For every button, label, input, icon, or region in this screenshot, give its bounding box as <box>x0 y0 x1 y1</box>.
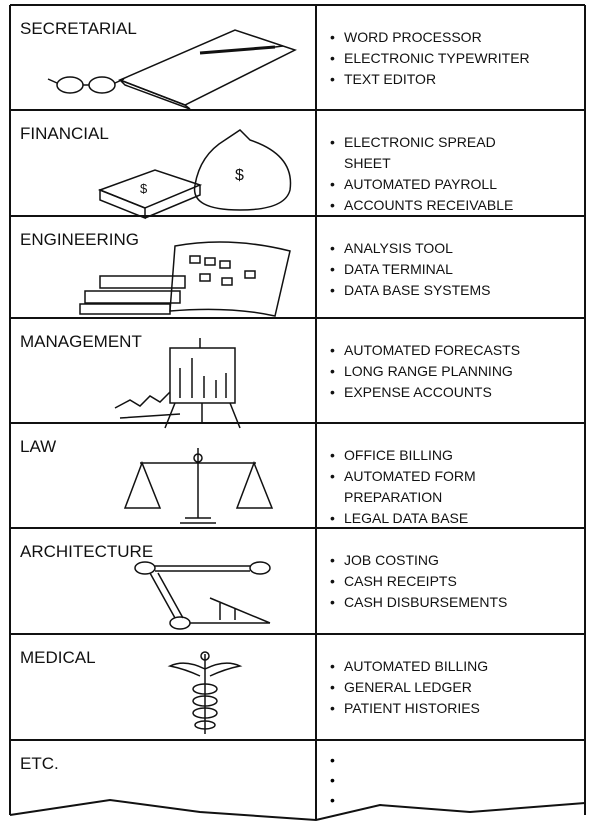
item-list: JOB COSTINGCASH RECEIPTSCASH DISBURSEMEN… <box>330 550 545 613</box>
list-item: EXPENSE ACCOUNTS <box>330 382 545 403</box>
list-item: ACCOUNTS RECEIVABLE <box>330 195 545 216</box>
list-item: DATA BASE SYSTEMS <box>330 280 545 301</box>
category-label: ENGINEERING <box>20 230 140 249</box>
illustration <box>47 29 297 110</box>
list-item: ELECTRONIC SPREAD SHEET <box>330 132 545 174</box>
table-frame <box>9 4 586 822</box>
illustration: $ $ <box>97 129 292 220</box>
list-item: CASH DISBURSEMENTS <box>330 592 545 613</box>
category-label: MEDICAL <box>20 648 96 667</box>
item-list: AUTOMATED FORECASTSLONG RANGE PLANNINGEX… <box>330 340 545 403</box>
svg-text:$: $ <box>235 167 244 184</box>
list-item: LEGAL DATA BASE <box>330 508 545 529</box>
category-label: FINANCIAL <box>20 124 109 143</box>
list-item: AUTOMATED FORM PREPARATION <box>330 466 545 508</box>
list-item: ANALYSIS TOOL <box>330 238 545 259</box>
category-label: ARCHITECTURE <box>20 542 154 561</box>
list-item: WORD PROCESSOR <box>330 27 545 48</box>
category-label: SECRETARIAL <box>20 19 137 38</box>
list-item: TEXT EDITOR <box>330 69 545 90</box>
illustration <box>134 561 271 630</box>
category-label: LAW <box>20 437 57 456</box>
list-item: LONG RANGE PLANNING <box>330 361 545 382</box>
category-label: MANAGEMENT <box>20 332 142 351</box>
bullet: • <box>330 752 335 768</box>
illustration <box>79 241 291 317</box>
bullet: • <box>330 772 335 788</box>
list-item: GENERAL LEDGER <box>330 677 545 698</box>
illustration <box>114 338 241 429</box>
list-item: AUTOMATED FORECASTS <box>330 340 545 361</box>
category-label: ETC. <box>20 754 59 773</box>
list-item: OFFICE BILLING <box>330 445 545 466</box>
list-item: AUTOMATED BILLING <box>330 656 545 677</box>
item-list: ANALYSIS TOOLDATA TERMINALDATA BASE SYST… <box>330 238 545 301</box>
list-item: AUTOMATED PAYROLL <box>330 174 545 195</box>
illustration <box>167 651 243 734</box>
list-item: DATA TERMINAL <box>330 259 545 280</box>
list-item: JOB COSTING <box>330 550 545 571</box>
illustration <box>123 448 274 524</box>
item-list: WORD PROCESSORELECTRONIC TYPEWRITERTEXT … <box>330 27 545 90</box>
bullet: • <box>330 792 335 808</box>
list-item: ELECTRONIC TYPEWRITER <box>330 48 545 69</box>
item-list: ELECTRONIC SPREAD SHEETAUTOMATED PAYROLL… <box>330 132 545 216</box>
list-item: PATIENT HISTORIES <box>330 698 545 719</box>
item-list: OFFICE BILLINGAUTOMATED FORM PREPARATION… <box>330 445 545 529</box>
list-item: CASH RECEIPTS <box>330 571 545 592</box>
item-list: AUTOMATED BILLINGGENERAL LEDGERPATIENT H… <box>330 656 545 719</box>
svg-text:$: $ <box>140 181 148 196</box>
